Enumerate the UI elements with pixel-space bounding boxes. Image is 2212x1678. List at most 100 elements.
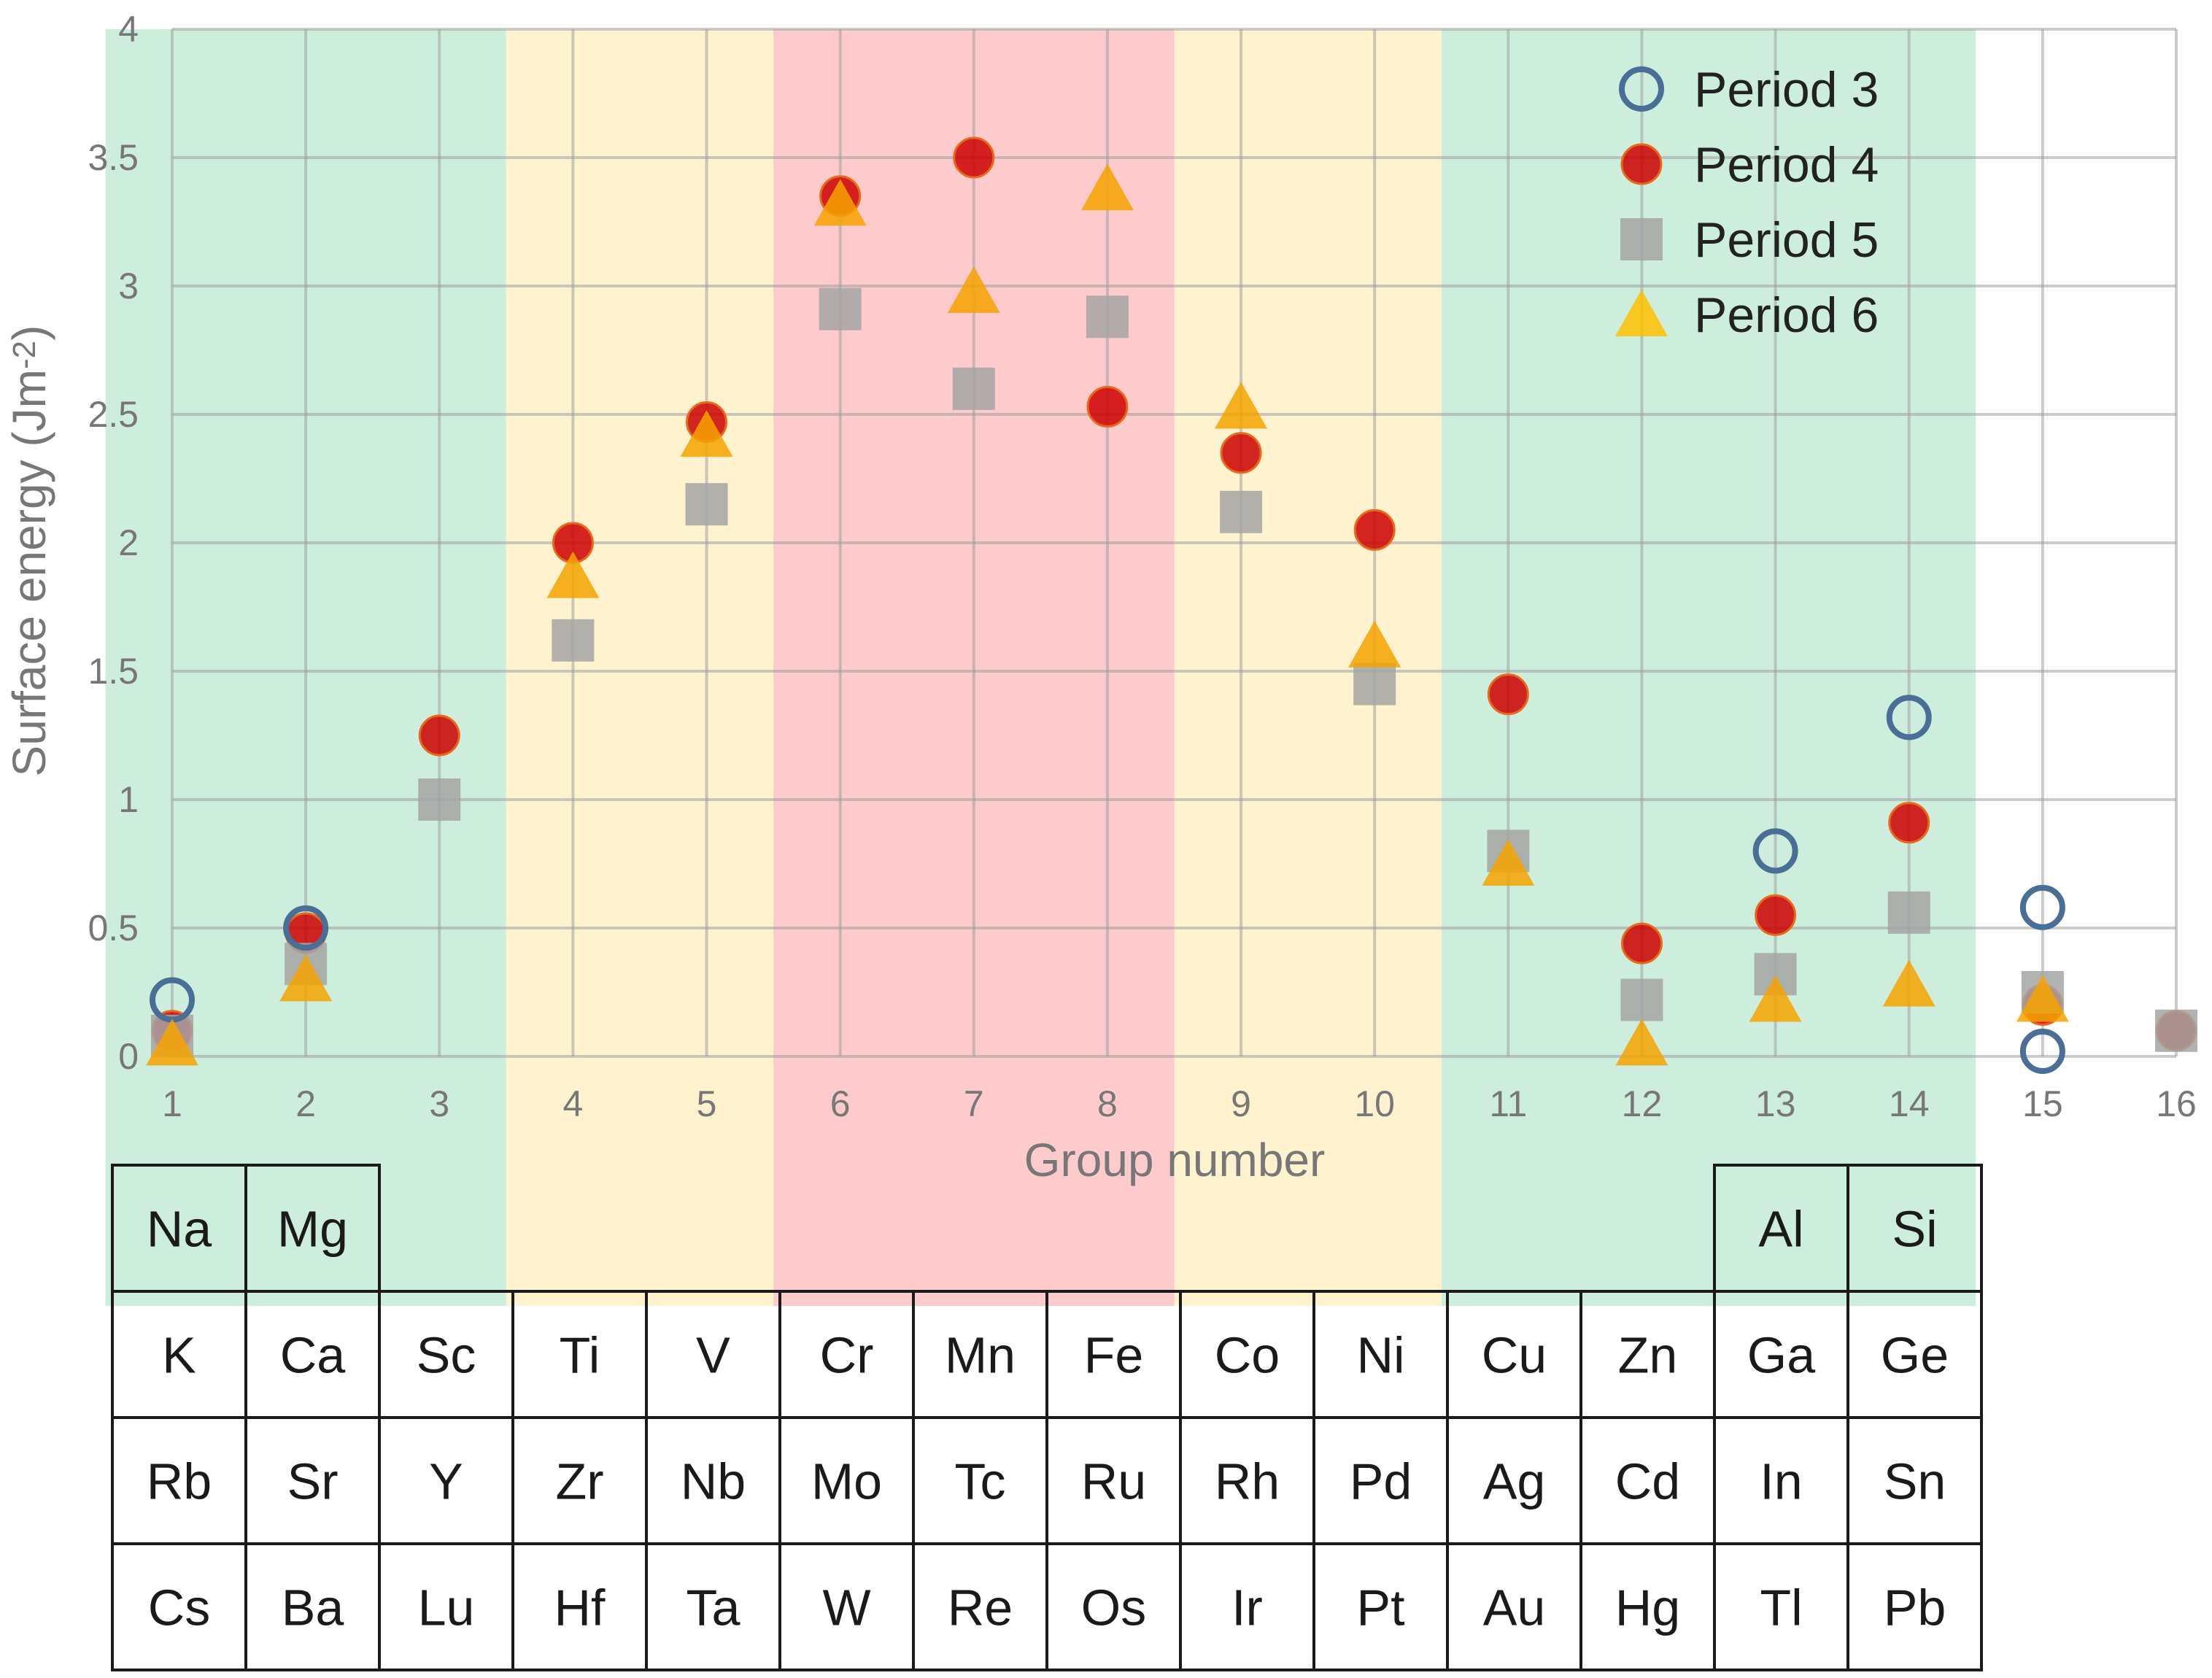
- element-symbol: Cs: [148, 1580, 211, 1636]
- periodic-table: Na Mg Al Si K Ca Sc Ti V Cr Mn Fe Co Ni Cu Zn Ga Ge Rb Sr Y Z…: [111, 1164, 1983, 1671]
- x-tick-label: 15: [2022, 1083, 2063, 1124]
- element-symbol: Ga: [1747, 1327, 1815, 1384]
- element-symbol: Si: [1892, 1201, 1937, 1258]
- element-symbol: Mg: [277, 1201, 348, 1258]
- y-tick-label: 1.5: [88, 651, 139, 692]
- point-period-6: [2016, 975, 2069, 1022]
- y-axis-title: Surface energy (Jm-2): [3, 325, 55, 777]
- point-period-6: [1215, 382, 1268, 429]
- element-symbol: Na: [147, 1201, 212, 1258]
- element-symbol: Pb: [1884, 1580, 1946, 1636]
- element-symbol: Zr: [555, 1453, 603, 1510]
- legend-label: Period 5: [1694, 212, 1879, 268]
- band-3: [1174, 29, 1442, 1306]
- point-period-3: [2019, 1028, 2065, 1074]
- x-tick-label: 5: [697, 1083, 717, 1124]
- x-tick-label: 12: [1622, 1083, 1663, 1124]
- legend-marker-1: [1619, 66, 1664, 112]
- element-symbol: Sr: [287, 1453, 339, 1510]
- element-symbol: In: [1760, 1453, 1802, 1510]
- element-symbol: Sc: [417, 1327, 476, 1384]
- legend-label: Period 4: [1694, 137, 1879, 193]
- element-symbol: Au: [1483, 1580, 1546, 1636]
- element-symbol: Ta: [687, 1580, 740, 1636]
- y-tick-label: 3.5: [88, 137, 139, 178]
- y-tick-label: 0: [118, 1036, 139, 1077]
- point-period-5: [952, 367, 995, 410]
- point-period-6: [1482, 839, 1535, 886]
- x-tick-label: 13: [1755, 1083, 1796, 1124]
- point-period-6: [546, 551, 600, 598]
- point-period-3: [283, 905, 329, 951]
- legend-marker-4: [1615, 290, 1668, 336]
- element-symbol: Nb: [681, 1453, 746, 1510]
- element-symbol: V: [696, 1327, 730, 1384]
- element-symbol: W: [822, 1580, 870, 1636]
- element-symbol: Co: [1215, 1327, 1280, 1384]
- x-tick-label: 11: [1489, 1083, 1527, 1124]
- point-period-5: [1086, 295, 1129, 339]
- element-symbol: Os: [1081, 1580, 1146, 1636]
- point-period-4: [1220, 432, 1262, 474]
- element-symbol: Fe: [1084, 1327, 1144, 1384]
- y-tick-label: 0.5: [88, 908, 139, 948]
- point-period-4: [418, 714, 460, 757]
- point-period-5: [819, 287, 862, 330]
- x-tick-label: 10: [1354, 1083, 1395, 1124]
- point-period-6: [146, 1018, 198, 1066]
- point-period-6: [680, 410, 733, 457]
- element-symbol: Rb: [147, 1453, 212, 1510]
- element-symbol: Tc: [955, 1453, 1006, 1510]
- x-tick-label: 9: [1231, 1083, 1251, 1124]
- element-symbol: Ba: [282, 1580, 344, 1636]
- x-tick-label: 14: [1889, 1083, 1930, 1124]
- y-axis-ticks: 0 0.5 1 1.5 2 2.5 3 3.5 4: [88, 9, 139, 1077]
- point-period-5: [1620, 978, 1663, 1021]
- x-tick-label: 3: [429, 1083, 449, 1124]
- y-axis-title-superscript: -2: [7, 341, 42, 369]
- y-axis-title-close: ): [3, 325, 55, 341]
- point-period-4: [1755, 894, 1797, 936]
- y-tick-label: 3: [118, 266, 139, 306]
- element-symbol: Y: [429, 1453, 463, 1510]
- element-symbol: Rh: [1215, 1453, 1280, 1510]
- point-period-5: [1220, 490, 1263, 533]
- point-period-6: [1080, 163, 1134, 211]
- element-symbol: Mn: [945, 1327, 1016, 1384]
- element-symbol: Ni: [1356, 1327, 1404, 1384]
- x-axis-title: Group number: [1024, 1134, 1326, 1186]
- point-period-5: [685, 483, 728, 526]
- point-period-4: [1620, 922, 1663, 964]
- element-cell: [1846, 1542, 1983, 1671]
- point-period-5: [552, 619, 595, 662]
- x-tick-label: 6: [830, 1083, 851, 1124]
- x-axis-ticks: 1 2 3 4 5 6 7 8 9 10 11 12 13 14 15 16: [162, 1083, 2197, 1124]
- y-tick-label: 4: [118, 9, 139, 50]
- element-symbol: Hf: [554, 1580, 606, 1636]
- x-tick-label: 8: [1097, 1083, 1118, 1124]
- element-symbol: Cr: [820, 1327, 874, 1384]
- band-1: [506, 29, 774, 1306]
- x-tick-label: 7: [964, 1083, 984, 1124]
- element-symbol: Ru: [1081, 1453, 1146, 1510]
- point-period-4: [1353, 509, 1396, 551]
- element-symbol: Al: [1758, 1201, 1803, 1258]
- point-period-6: [813, 179, 867, 226]
- point-period-6: [279, 954, 333, 1002]
- legend-marker-3: [1620, 218, 1663, 260]
- legend-label: Period 6: [1694, 287, 1879, 343]
- point-period-4: [953, 136, 995, 179]
- band-4: [1441, 29, 1976, 1306]
- element-symbol: Pd: [1350, 1453, 1412, 1510]
- element-symbol: Hg: [1615, 1580, 1680, 1636]
- point-period-6: [1882, 959, 1936, 1007]
- y-tick-label: 2: [118, 522, 139, 563]
- element-symbol: Sn: [1884, 1453, 1946, 1510]
- element-symbol: Ti: [560, 1327, 600, 1384]
- y-tick-label: 2.5: [88, 394, 139, 435]
- x-tick-label: 2: [295, 1083, 316, 1124]
- point-period-3: [1752, 828, 1798, 874]
- element-symbol: Zn: [1618, 1327, 1678, 1384]
- element-symbol: Cu: [1482, 1327, 1547, 1384]
